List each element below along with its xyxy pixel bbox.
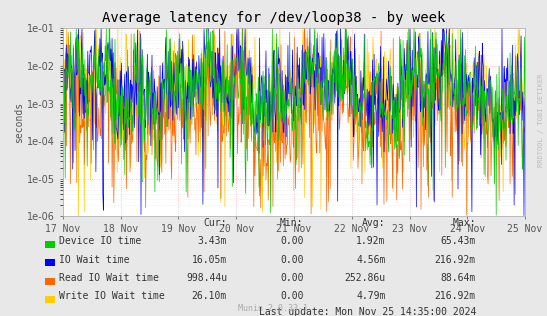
Text: Munin 2.0.33-1: Munin 2.0.33-1: [238, 305, 309, 313]
Text: 4.79m: 4.79m: [356, 291, 386, 301]
Text: 0.00: 0.00: [280, 273, 304, 283]
Text: 65.43m: 65.43m: [441, 236, 476, 246]
Text: 216.92m: 216.92m: [435, 291, 476, 301]
Text: 252.86u: 252.86u: [345, 273, 386, 283]
Text: Device IO time: Device IO time: [59, 236, 141, 246]
Text: Write IO Wait time: Write IO Wait time: [59, 291, 165, 301]
Text: Read IO Wait time: Read IO Wait time: [59, 273, 159, 283]
Y-axis label: seconds: seconds: [14, 102, 25, 143]
Text: Cur:: Cur:: [203, 218, 227, 228]
Text: 4.56m: 4.56m: [356, 255, 386, 264]
Text: 216.92m: 216.92m: [435, 255, 476, 264]
Text: 1.92m: 1.92m: [356, 236, 386, 246]
Text: IO Wait time: IO Wait time: [59, 255, 130, 264]
Text: Average latency for /dev/loop38 - by week: Average latency for /dev/loop38 - by wee…: [102, 11, 445, 25]
Text: 0.00: 0.00: [280, 255, 304, 264]
Text: 0.00: 0.00: [280, 291, 304, 301]
Text: Min:: Min:: [280, 218, 304, 228]
Text: Max:: Max:: [452, 218, 476, 228]
Text: 88.64m: 88.64m: [441, 273, 476, 283]
Text: 0.00: 0.00: [280, 236, 304, 246]
Text: 3.43m: 3.43m: [197, 236, 227, 246]
Text: 16.05m: 16.05m: [192, 255, 227, 264]
Text: RRDTOOL / TOBI OETIKER: RRDTOOL / TOBI OETIKER: [538, 73, 544, 167]
Text: 998.44u: 998.44u: [186, 273, 227, 283]
Text: Last update: Mon Nov 25 14:35:00 2024: Last update: Mon Nov 25 14:35:00 2024: [259, 307, 476, 316]
Text: 26.10m: 26.10m: [192, 291, 227, 301]
Text: Avg:: Avg:: [362, 218, 386, 228]
